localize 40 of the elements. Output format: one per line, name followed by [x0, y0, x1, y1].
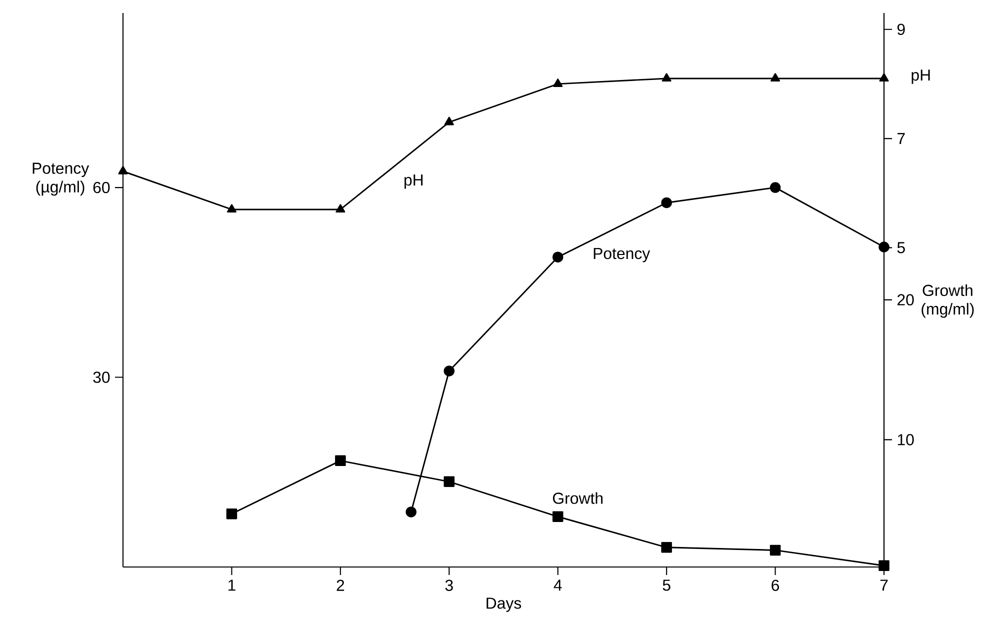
point — [118, 166, 128, 174]
y3-tick-label: 10 — [898, 434, 914, 446]
y3-axis-title: Growth (mg/ml) — [922, 284, 974, 318]
point — [662, 73, 672, 82]
point — [661, 197, 672, 208]
point — [406, 506, 416, 518]
point — [336, 204, 346, 213]
point — [661, 542, 672, 553]
x-tick-label: 1 — [228, 580, 236, 591]
point — [226, 508, 238, 520]
point — [770, 73, 780, 82]
point — [444, 116, 454, 126]
y2-tick-label: 9 — [897, 24, 905, 36]
point — [335, 455, 346, 466]
series-label: pH — [404, 174, 423, 189]
y-tick-label: 60 — [93, 182, 110, 194]
x-tick-label: 3 — [445, 580, 453, 591]
series-label: Growth — [552, 492, 603, 504]
point — [552, 252, 564, 262]
x-tick-label: 4 — [554, 580, 562, 591]
y2-axis-title: pH — [912, 70, 930, 84]
y-tick-label: 30 — [93, 372, 110, 383]
point — [552, 511, 564, 522]
point — [553, 78, 563, 88]
x-tick-label: 7 — [880, 580, 888, 591]
point — [770, 544, 781, 556]
y-axis-title: Potency (µg/ml) — [32, 162, 90, 196]
point — [444, 476, 455, 488]
point — [226, 204, 236, 213]
x-tick-label: 2 — [336, 580, 344, 591]
series-label: Potency — [594, 248, 650, 262]
x-tick-label: 5 — [662, 580, 670, 591]
point — [444, 366, 455, 376]
point — [878, 560, 890, 571]
y2-tick-label: 5 — [897, 242, 905, 254]
x-tick-label: 6 — [772, 580, 780, 591]
y2-tick-label: 7 — [898, 133, 905, 144]
y3-tick-label: 20 — [897, 294, 914, 306]
x-axis-title: Days — [486, 598, 522, 612]
point — [770, 182, 781, 193]
